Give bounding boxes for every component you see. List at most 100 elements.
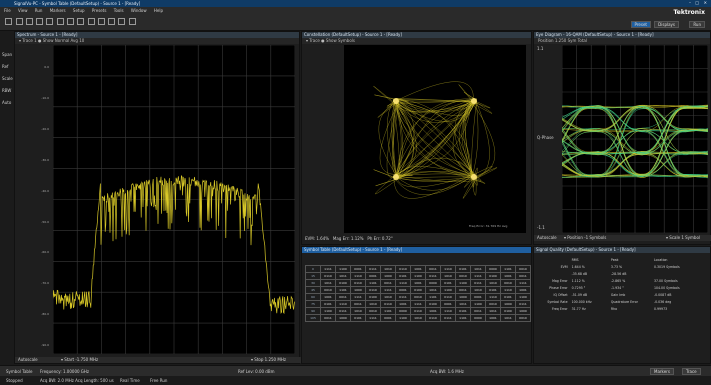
table-row: 75 0101 1110 0011 1010 0110 1001 1111 0100 0001 10… <box>305 300 531 308</box>
constellation-controls[interactable]: ▾ Trace ● Show Symbols <box>302 38 531 44</box>
table-cell: 0001 <box>365 272 381 280</box>
signal-quality-table: RMS Peak Location EVM 1.644 % 3.73 % 0.3019 Sy… <box>534 253 710 313</box>
table-cell: 0111 <box>470 279 486 287</box>
zoom-icon[interactable] <box>97 18 105 25</box>
redo-icon[interactable] <box>36 18 44 25</box>
table-cell: 0 <box>305 265 321 273</box>
table-cell: 1001 <box>515 286 531 294</box>
table-row: 30 1011 0100 0110 1101 0011 1110 1001 0000 0101 11… <box>305 279 531 287</box>
menu-markers[interactable]: Markers <box>49 8 66 13</box>
table-cell: 0111 <box>440 314 456 322</box>
summary-cell <box>536 271 572 278</box>
table-cell: 0101 <box>500 293 516 301</box>
menu-help[interactable]: Help <box>153 8 164 13</box>
signal-quality-panel: Signal Quality (DefaultSetup) - Source 1… <box>533 246 711 364</box>
spectrum-plot[interactable] <box>53 45 295 354</box>
table-cell: 1101 <box>500 265 516 273</box>
next-right-icon[interactable] <box>77 18 85 25</box>
table-cell: 1100 <box>515 293 531 301</box>
select-icon[interactable] <box>118 18 126 25</box>
menu-presets[interactable]: Presets <box>91 8 107 13</box>
menu-window[interactable]: Window <box>130 8 147 13</box>
status-bar: Symbol Table Frequency: 1.00000 GHz Ref … <box>0 365 711 377</box>
table-cell: 1110 <box>440 307 456 315</box>
menu-run[interactable]: Run <box>34 8 43 13</box>
constellation-plot[interactable]: Freq Error: 31.769 Hz Avg <box>344 45 526 233</box>
displays-button[interactable]: Displays <box>654 21 679 28</box>
table-cell: 1000 <box>380 272 396 280</box>
table-cell: 0000 <box>485 265 501 273</box>
table-cell: 1111 <box>470 272 486 280</box>
table-cell: 1110 <box>350 272 366 280</box>
spectrum-y-tick: -60.0 <box>41 250 49 255</box>
table-cell: 1101 <box>425 293 441 301</box>
status-ref-level[interactable]: Ref Lev: 0.00 dBm <box>238 369 275 374</box>
menu-file[interactable]: File <box>4 8 11 13</box>
next-left-icon[interactable] <box>66 18 74 25</box>
table-cell: 1100 <box>455 279 471 287</box>
side-rbw[interactable]: RBW <box>2 88 12 93</box>
table-cell: 1010 <box>350 307 366 315</box>
spectrum-side-controls: Span Ref Scale RBW Auto <box>2 52 15 112</box>
status-acq-bw[interactable]: Acq BW: 1.6 MHz <box>430 369 464 374</box>
menu-setup[interactable]: Setup <box>72 8 85 13</box>
table-cell: 1110 <box>500 286 516 294</box>
status-frequency[interactable]: Frequency: 1.00000 GHz <box>40 369 90 374</box>
start-freq[interactable]: ▾ Start -1.750 MHz <box>61 357 99 362</box>
summary-cell: Symbol Rate <box>547 300 568 304</box>
side-span[interactable]: Span <box>2 52 13 57</box>
summary-cell: 100.000 kHz <box>571 300 592 304</box>
summary-cell: Rho <box>610 307 618 311</box>
marker-icon[interactable] <box>46 18 54 25</box>
table-cell: 1100 <box>440 286 456 294</box>
stop-freq[interactable]: ▾ Stop 1.250 MHz <box>251 357 286 362</box>
side-scale[interactable]: Scale <box>2 76 13 81</box>
open-icon[interactable] <box>15 18 23 25</box>
summary-cell: RMS <box>571 258 579 262</box>
table-cell: 1000 <box>455 293 471 301</box>
summary-cell: Mag Error <box>552 279 568 283</box>
table-cell: 1111 <box>515 279 531 287</box>
menu-view[interactable]: View <box>17 8 28 13</box>
autoscale-button[interactable]: Autoscale <box>18 357 38 362</box>
markers-button[interactable]: Markers <box>650 368 674 375</box>
new-icon[interactable] <box>5 18 13 25</box>
minimize-button[interactable]: – <box>689 0 691 5</box>
eye-autoscale[interactable]: Autoscale <box>537 235 557 240</box>
summary-cell: 0.3019 Symbols <box>653 265 680 269</box>
eye-position[interactable]: ▾ Position -1 Symbols <box>564 235 607 240</box>
side-auto[interactable]: Auto <box>2 100 12 105</box>
table-cell: 0100 <box>425 300 441 308</box>
mag-err-value: Mag Err: 1.12% <box>332 236 364 241</box>
spectrum-trace-controls[interactable]: ▾ Trace 1 ● Show Normal Avg 10 <box>15 38 299 44</box>
symbol-table[interactable]: 0 1111 1100 0001 0111 1010 0110 1001 0011 1110 010… <box>305 265 531 322</box>
undo-icon[interactable] <box>25 18 33 25</box>
close-button[interactable]: ✕ <box>703 0 707 5</box>
run-button[interactable]: Run <box>689 21 705 28</box>
status-view[interactable]: Symbol Table <box>6 369 33 374</box>
eye-subtitle: Position 1.250 Sym Total <box>534 38 710 44</box>
list-item: Freq Error 31.77 Hz Rho 0.99973 <box>536 306 710 313</box>
eye-plot[interactable] <box>562 45 708 233</box>
spectrum-y-tick: -90.0 <box>41 343 49 348</box>
table-icon[interactable] <box>87 18 95 25</box>
menu-tools[interactable]: Tools <box>113 8 124 13</box>
pan-icon[interactable] <box>108 18 116 25</box>
preset-button[interactable]: Preset <box>630 21 651 28</box>
peak-icon[interactable] <box>56 18 64 25</box>
eye-scale[interactable]: ▾ Scale 1 Symbol <box>666 235 701 240</box>
replay-icon[interactable] <box>128 18 136 25</box>
freq-error-label: Freq Error: 31.769 Hz Avg <box>469 224 507 228</box>
summary-cell: -1.934 ° <box>610 286 624 290</box>
table-cell: 90 <box>305 307 321 315</box>
realtime-label: Real Time <box>120 378 140 383</box>
maximize-button[interactable]: □ <box>695 0 699 5</box>
table-cell: 1010 <box>485 279 501 287</box>
eye-footer: Autoscale ▾ Position -1 Symbols ▾ Scale … <box>534 235 711 241</box>
ph-err-value: Ph Err: 0.72° <box>367 236 393 241</box>
constellation-title: Constellation (DefaultSetup) - Source 1 … <box>302 32 531 38</box>
table-cell: 0011 <box>350 300 366 308</box>
table-cell: 1100 <box>470 300 486 308</box>
trace-button[interactable]: Trace <box>682 368 701 375</box>
side-ref[interactable]: Ref <box>2 64 9 69</box>
